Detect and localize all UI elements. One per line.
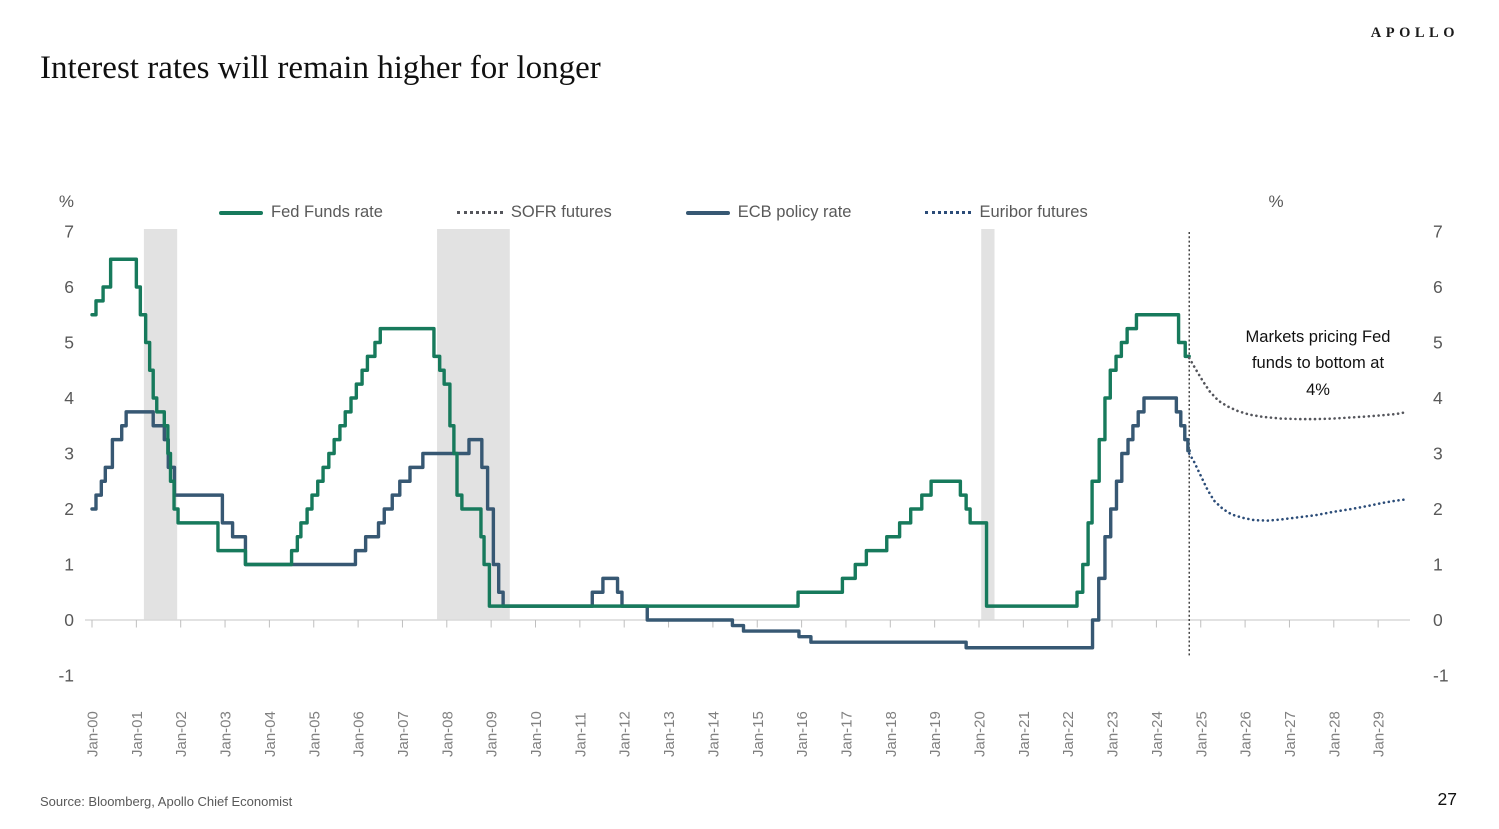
page-number: 27 bbox=[1437, 789, 1457, 809]
y-tick-label-right: 7 bbox=[1433, 222, 1443, 242]
x-tick-label: Jan-15 bbox=[750, 711, 767, 757]
y-tick-label-left: 3 bbox=[64, 444, 74, 464]
y-tick-label-left: 0 bbox=[64, 610, 74, 630]
y-tick-label-left: 1 bbox=[64, 555, 74, 575]
x-tick-label: Jan-26 bbox=[1238, 711, 1255, 757]
y-axis-unit-left: % bbox=[59, 192, 74, 211]
x-tick-label: Jan-07 bbox=[395, 711, 412, 757]
ecb-policy-line-swatch bbox=[685, 210, 730, 215]
x-tick-label: Jan-09 bbox=[484, 711, 501, 757]
y-tick-label-right: 1 bbox=[1433, 555, 1443, 575]
x-tick-label: Jan-25 bbox=[1193, 711, 1210, 757]
y-tick-label-right: 2 bbox=[1433, 499, 1443, 519]
x-tick-label: Jan-00 bbox=[85, 711, 102, 757]
page-title: Interest rates will remain higher for lo… bbox=[40, 50, 601, 86]
legend-label: Euribor futures bbox=[979, 203, 1088, 221]
apollo-logo: APOLLO bbox=[1370, 25, 1459, 41]
x-tick-label: Jan-22 bbox=[1060, 711, 1077, 757]
y-tick-label-left: 4 bbox=[64, 388, 74, 408]
x-tick-label: Jan-12 bbox=[617, 711, 634, 757]
chart-annotation: Markets pricing Fed funds to bottom at 4… bbox=[1234, 324, 1402, 403]
y-tick-label-left: 7 bbox=[64, 222, 74, 242]
x-tick-label: Jan-05 bbox=[306, 711, 323, 757]
x-tick-label: Jan-11 bbox=[572, 712, 589, 757]
legend-item-fed-funds: Fed Funds rate bbox=[219, 203, 383, 222]
legend-label: ECB policy rate bbox=[737, 203, 852, 221]
y-axis-unit-right: % bbox=[1268, 192, 1283, 211]
x-tick-label: Jan-02 bbox=[173, 711, 190, 757]
y-tick-label-left: -1 bbox=[58, 666, 74, 686]
x-tick-label: Jan-10 bbox=[528, 711, 545, 757]
x-tick-label: Jan-24 bbox=[1149, 711, 1166, 757]
x-tick-label: Jan-03 bbox=[218, 711, 235, 757]
sofr-futures-line-swatch bbox=[456, 211, 503, 214]
x-tick-label: Jan-08 bbox=[439, 711, 456, 757]
x-tick-label: Jan-19 bbox=[927, 711, 944, 757]
y-tick-label-right: 6 bbox=[1433, 277, 1443, 297]
y-tick-label-right: -1 bbox=[1433, 666, 1449, 686]
legend-item-euribor-futures: Euribor futures bbox=[925, 203, 1088, 222]
y-tick-label-left: 5 bbox=[64, 333, 74, 353]
x-tick-label: Jan-17 bbox=[838, 711, 855, 757]
legend-label: Fed Funds rate bbox=[271, 203, 383, 221]
x-tick-label: Jan-20 bbox=[972, 711, 989, 757]
legend-label: SOFR futures bbox=[510, 203, 612, 221]
y-tick-label-left: 2 bbox=[64, 499, 74, 519]
x-tick-label: Jan-23 bbox=[1105, 711, 1122, 757]
legend-item-ecb-policy: ECB policy rate bbox=[685, 203, 852, 222]
y-tick-label-right: 0 bbox=[1433, 610, 1443, 630]
series-line-fed-funds-rate bbox=[90, 257, 1191, 608]
y-tick-label-right: 5 bbox=[1433, 333, 1443, 353]
x-tick-label: Jan-06 bbox=[351, 711, 368, 757]
annotation-line: 4% bbox=[1306, 380, 1330, 399]
recession-band bbox=[437, 229, 510, 620]
series-line-sofr-futures bbox=[1187, 356, 1407, 421]
x-tick-label: Jan-01 bbox=[129, 711, 146, 757]
euribor-futures-line-swatch bbox=[925, 211, 972, 214]
x-tick-label: Jan-27 bbox=[1282, 711, 1299, 757]
x-tick-label: Jan-28 bbox=[1326, 711, 1343, 757]
annotation-line: Markets pricing Fed bbox=[1245, 328, 1391, 346]
series-line-ecb-policy-rate bbox=[90, 396, 1191, 650]
fed-funds-line-swatch bbox=[219, 210, 263, 215]
y-tick-label-right: 4 bbox=[1433, 388, 1443, 408]
x-tick-label: Jan-04 bbox=[262, 711, 279, 757]
x-tick-label: Jan-29 bbox=[1371, 711, 1388, 757]
y-tick-label-left: 6 bbox=[64, 277, 74, 297]
chart-legend: Fed Funds rate SOFR futures ECB policy r… bbox=[219, 203, 1088, 222]
series-line-euribor-futures bbox=[1187, 452, 1407, 522]
x-tick-label: Jan-21 bbox=[1016, 711, 1033, 757]
x-tick-label: Jan-14 bbox=[705, 711, 722, 757]
legend-item-sofr-futures: SOFR futures bbox=[456, 203, 612, 222]
x-tick-label: Jan-18 bbox=[883, 711, 900, 757]
annotation-line: funds to bottom at bbox=[1251, 354, 1385, 373]
y-tick-label-right: 3 bbox=[1433, 444, 1443, 464]
source-note: Source: Bloomberg, Apollo Chief Economis… bbox=[40, 794, 293, 809]
x-tick-label: Jan-16 bbox=[794, 711, 811, 757]
x-tick-label: Jan-13 bbox=[661, 711, 678, 757]
